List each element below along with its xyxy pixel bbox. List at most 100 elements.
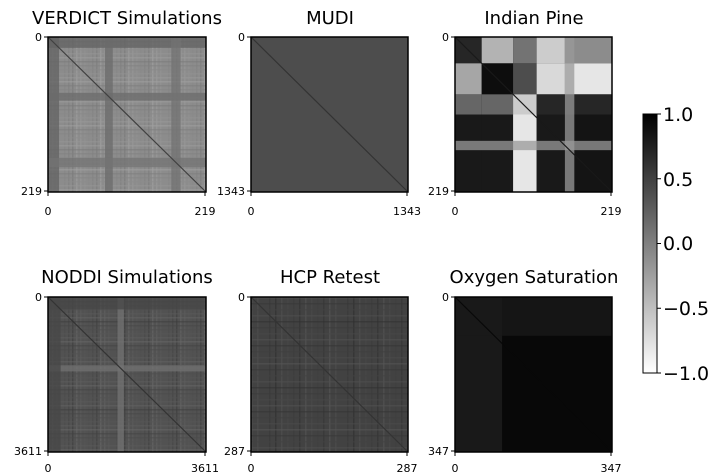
heatmap-stripe <box>275 297 277 452</box>
ytick-label: 347 <box>428 445 449 458</box>
heatmap-stripe <box>359 297 361 452</box>
heatmap-stripe <box>48 441 206 443</box>
heatmap-stripe <box>377 297 379 452</box>
panel-indian-pine: Indian Pine 0 219 0 219 <box>428 8 622 218</box>
heatmap-stripe <box>48 69 206 71</box>
heatmap-stripe <box>48 421 206 423</box>
heatmap-stripe <box>251 429 408 431</box>
heatmap-stripe <box>48 377 206 379</box>
heatmap-stripe <box>48 145 206 147</box>
heatmap-block <box>513 37 537 64</box>
heatmap-stripe <box>395 297 397 452</box>
xtick-label: 0 <box>45 205 52 218</box>
heatmap-band <box>455 297 612 336</box>
heatmap-stripe <box>48 445 206 447</box>
heatmap-stripe <box>48 417 206 419</box>
heatmap-stripe <box>48 409 206 411</box>
heatmap-stripe <box>251 351 408 353</box>
heatmap-band <box>455 140 612 151</box>
heatmap-band <box>117 297 124 452</box>
heatmap-stripe <box>48 177 206 179</box>
heatmap-band <box>48 37 206 48</box>
heatmap-stripe <box>48 169 206 171</box>
heatmap-stripe <box>48 89 206 91</box>
heatmap-stripe <box>389 297 391 452</box>
colorbar-label: 1.0 <box>663 104 693 126</box>
heatmap-frame <box>454 296 613 453</box>
heatmap-stripe <box>48 357 206 359</box>
heatmap-stripe <box>401 297 403 452</box>
heatmap-stripe <box>48 49 206 51</box>
heatmap-stripe <box>48 61 206 63</box>
ytick-label: 0 <box>35 291 42 304</box>
xtick-label: 0 <box>248 205 255 218</box>
heatmap-stripe <box>251 417 408 419</box>
heatmap-stripe <box>48 425 206 427</box>
xtick-label: 0 <box>452 462 459 475</box>
heatmap-band <box>48 297 206 310</box>
panel-hcp-retest: HCP Retest 0 287 0 287 <box>224 267 418 475</box>
heatmap-stripe <box>311 297 313 452</box>
heatmap-stripe <box>48 353 206 355</box>
heatmap-stripe <box>263 297 265 452</box>
ytick-label: 0 <box>442 31 449 44</box>
heatmap-band <box>48 37 60 192</box>
heatmap-stripe <box>48 117 206 119</box>
heatmap-diagonal <box>47 296 207 453</box>
heatmap-stripe <box>251 303 408 305</box>
heatmap-stripe <box>48 413 206 415</box>
heatmap-frame <box>47 296 207 453</box>
heatmap-stripe <box>48 321 206 323</box>
xtick-label: 287 <box>397 462 418 475</box>
heatmap-stripe <box>251 435 408 437</box>
heatmap-stripe <box>287 297 289 452</box>
heatmap-stripe <box>48 337 206 339</box>
heatmap-block <box>536 37 565 64</box>
heatmap-frame <box>454 36 613 193</box>
heatmap-stripe <box>48 389 206 391</box>
heatmap-stripe <box>48 333 206 335</box>
heatmap-stripe <box>48 105 206 107</box>
heatmap-stripe <box>48 429 206 431</box>
heatmap-stripe <box>251 333 408 335</box>
heatmap-stripe <box>48 65 206 67</box>
heatmap-stripe <box>251 411 408 413</box>
heatmap-stripe <box>48 181 206 183</box>
heatmap-diagonal <box>250 36 409 193</box>
heatmap-stripe <box>48 133 206 135</box>
heatmap-diagonal <box>47 36 207 193</box>
panel-verdict-simulations: VERDICT Simulations 0 219 0 219 <box>21 8 222 218</box>
heatmap-block <box>455 114 482 192</box>
panel-title: Indian Pine <box>484 8 583 29</box>
colorbar-label: 0.5 <box>663 169 693 191</box>
heatmap-stripe <box>281 297 283 452</box>
heatmap-stripe <box>251 447 408 449</box>
heatmap-stripe <box>48 129 206 131</box>
heatmap-stripe <box>48 381 206 383</box>
heatmap-band <box>48 365 206 372</box>
heatmap-block <box>481 114 514 192</box>
heatmap-stripe <box>347 297 349 452</box>
heatmap-stripe <box>251 405 408 407</box>
ytick-label: 0 <box>238 31 245 44</box>
heatmap-stripe <box>48 57 206 59</box>
heatmap-stripe <box>48 121 206 123</box>
heatmap-band <box>104 37 113 192</box>
heatmap-block <box>536 114 565 192</box>
heatmap-stripe <box>251 393 408 395</box>
ytick-label: 219 <box>21 185 42 198</box>
heatmap-stripe <box>251 327 408 329</box>
heatmap-stripe <box>48 77 206 79</box>
heatmap-stripe <box>48 437 206 439</box>
colorbar-gradient <box>642 113 658 374</box>
heatmap-hcp <box>250 296 409 453</box>
heatmap-stripe <box>371 297 373 452</box>
heatmap-stripe <box>251 369 408 371</box>
heatmap-stripe <box>257 297 259 452</box>
heatmap-stripe <box>251 363 408 365</box>
ytick-label: 287 <box>224 445 245 458</box>
heatmap-stripe <box>305 297 307 452</box>
heatmap-block <box>455 63 482 95</box>
heatmap-stripe <box>48 325 206 327</box>
